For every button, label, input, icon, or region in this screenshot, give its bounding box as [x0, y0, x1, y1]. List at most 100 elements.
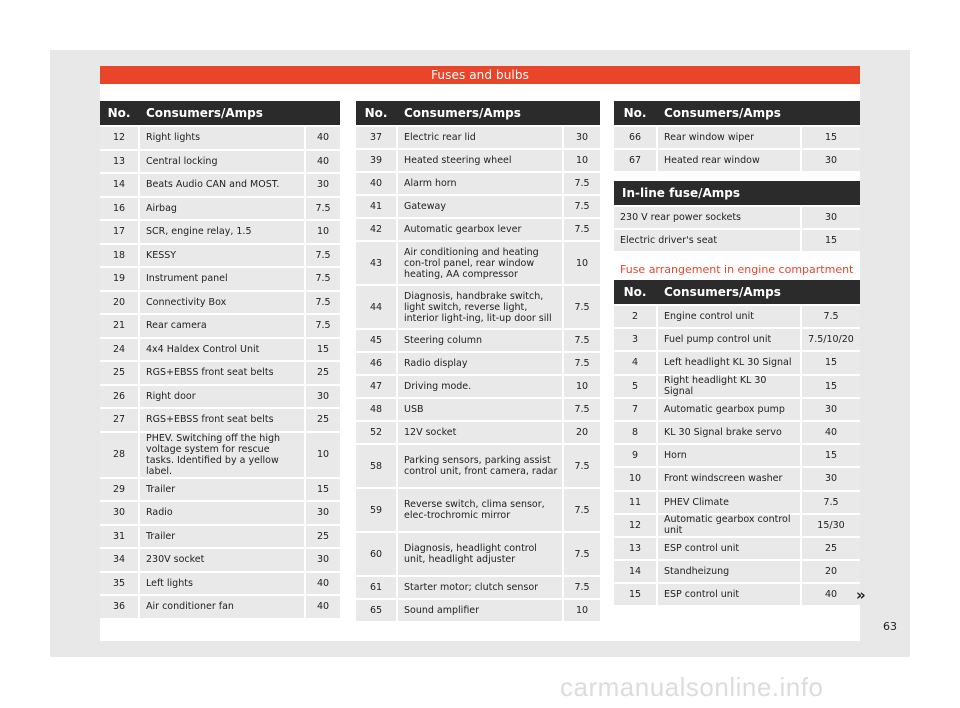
- table-row: 9 Horn 15: [614, 445, 860, 467]
- consumer-name: Right door: [140, 385, 306, 407]
- fuse-number: 10: [614, 468, 658, 490]
- consumer-name: 230 V rear power sockets: [614, 207, 802, 228]
- consumer-name: Right lights: [140, 127, 306, 149]
- fuse-number: 28: [100, 432, 140, 477]
- table-row: 60 Diagnosis, headlight control unit, hea…: [356, 533, 600, 575]
- amps-value: 10: [575, 605, 589, 616]
- fuse-number: 52: [356, 422, 398, 443]
- fuse-number: 67: [614, 150, 658, 171]
- consumer-name: Instrument panel: [140, 268, 306, 290]
- amps-value: 15: [824, 235, 838, 246]
- fuse-number: 26: [100, 385, 140, 407]
- consumer-name: Alarm horn: [398, 173, 564, 194]
- table-row: 25 RGS+EBSS front seat belts 25: [100, 362, 340, 384]
- consumer-name: Right headlight KL 30 Signal: [658, 375, 802, 397]
- consumer-name: Fuel pump control unit: [658, 329, 802, 351]
- fuse-number: 37: [356, 127, 398, 148]
- consumer-name: Standheizung: [658, 561, 802, 583]
- fuse-number: 36: [100, 596, 140, 618]
- table-row: 12 Right lights 40: [100, 127, 340, 149]
- table-row: 52 12V socket 20: [356, 422, 600, 443]
- amps-value: 15: [824, 132, 838, 143]
- table-row: 28 PHEV. Switching off the high voltage s…: [100, 432, 340, 477]
- amps-value: 40: [824, 589, 838, 601]
- table-row: 15 ESP control unit 40: [614, 584, 860, 606]
- consumer-name: Beats Audio CAN and MOST.: [140, 174, 306, 196]
- col-consumers-header: Consumers/Amps: [664, 285, 781, 299]
- engine-compartment-title: Fuse arrangement in engine compartment: [620, 263, 854, 276]
- consumer-name: KL 30 Signal brake servo: [658, 421, 802, 444]
- table-row: 8 KL 30 Signal brake servo 40: [614, 421, 860, 444]
- fuse-number: 9: [614, 445, 658, 467]
- amps-value: 7.5: [574, 201, 590, 212]
- page-number: 63: [883, 620, 897, 633]
- table-row: 34 230V socket 30: [100, 549, 340, 571]
- consumer-name: SCR, engine relay, 1.5: [140, 221, 306, 243]
- fuse-number: 15: [614, 584, 658, 606]
- table-row: 18 KESSY 7.5: [100, 244, 340, 266]
- fuse-number: 13: [614, 537, 658, 560]
- amps-value: 7.5: [574, 335, 590, 346]
- table-row: 20 Connectivity Box 7.5: [100, 291, 340, 313]
- table-row: 30 Radio 30: [100, 502, 340, 524]
- fuse-number: 11: [614, 491, 658, 513]
- fuse-table-engine: No. Consumers/Amps 2 Engine control unit 7…: [614, 280, 860, 606]
- fuse-number: 27: [100, 409, 140, 431]
- table-header: No. Consumers/Amps: [614, 280, 860, 304]
- fuse-number: 18: [100, 244, 140, 266]
- consumer-name: Left headlight KL 30 Signal: [658, 352, 802, 374]
- amps-value: 30: [824, 473, 838, 485]
- amps-value: 10: [575, 155, 589, 166]
- table-header: No. Consumers/Amps: [614, 101, 860, 125]
- table-row: 67 Heated rear window 30: [614, 150, 860, 171]
- consumer-name: Heated rear window: [658, 150, 802, 171]
- table-row: 12 Automatic gearbox control unit 15/30: [614, 514, 860, 536]
- amps-value: 25: [824, 542, 838, 554]
- consumer-name: Rear window wiper: [658, 127, 802, 148]
- amps-value: 30: [316, 554, 330, 566]
- fuse-number: 34: [100, 549, 140, 571]
- consumer-name: Radio display: [398, 353, 564, 374]
- consumer-name: Parking sensors, parking assist control …: [398, 445, 564, 487]
- amps-value: 7.5: [574, 224, 590, 235]
- fuse-number: 2: [614, 306, 658, 328]
- consumer-name: Air conditioning and heating con-trol pa…: [398, 242, 564, 284]
- fuse-number: 29: [100, 478, 140, 500]
- table-row: 36 Air conditioner fan 40: [100, 596, 340, 618]
- col-consumers-header: Consumers/Amps: [664, 106, 781, 120]
- fuse-number: 40: [356, 173, 398, 194]
- table-row: 47 Driving mode. 10: [356, 376, 600, 397]
- amps-value: 7.5: [574, 178, 590, 189]
- amps-value: 7.5/10/20: [808, 334, 854, 346]
- amps-value: 7.5: [574, 504, 590, 516]
- watermark: carmanualsonline.info: [560, 672, 824, 702]
- table-row: 19 Instrument panel 7.5: [100, 268, 340, 290]
- consumer-name: Diagnosis, handbrake switch, light switc…: [398, 286, 564, 328]
- consumer-name: Engine control unit: [658, 306, 802, 328]
- table-row: 41 Gateway 7.5: [356, 196, 600, 217]
- table-row: 37 Electric rear lid 30: [356, 127, 600, 148]
- table-row: 42 Automatic gearbox lever 7.5: [356, 219, 600, 240]
- consumer-name: Connectivity Box: [140, 291, 306, 313]
- consumer-name: RGS+EBSS front seat belts: [140, 362, 306, 384]
- table-row: 21 Rear camera 7.5: [100, 315, 340, 337]
- fuse-number: 19: [100, 268, 140, 290]
- col-no-header: No.: [107, 106, 131, 120]
- fuse-number: 46: [356, 353, 398, 374]
- table-row: 58 Parking sensors, parking assist contro…: [356, 445, 600, 487]
- amps-value: 30: [824, 155, 838, 166]
- fuse-number: 4: [614, 352, 658, 374]
- col-consumers-header: Consumers/Amps: [404, 106, 521, 120]
- consumer-name: Sound amplifier: [398, 600, 564, 621]
- consumer-name: USB: [398, 399, 564, 420]
- amps-value: 15: [824, 380, 838, 392]
- amps-value: 15: [316, 483, 330, 495]
- consumer-name: Radio: [140, 502, 306, 524]
- amps-value: 15/30: [817, 519, 845, 531]
- fuse-number: 13: [100, 150, 140, 172]
- table-row: 5 Right headlight KL 30 Signal 15: [614, 375, 860, 397]
- amps-value: 10: [316, 449, 330, 460]
- table-header: No. Consumers/Amps: [356, 101, 600, 125]
- table-row: 24 4x4 Haldex Control Unit 15: [100, 338, 340, 360]
- fuse-number: 14: [100, 174, 140, 196]
